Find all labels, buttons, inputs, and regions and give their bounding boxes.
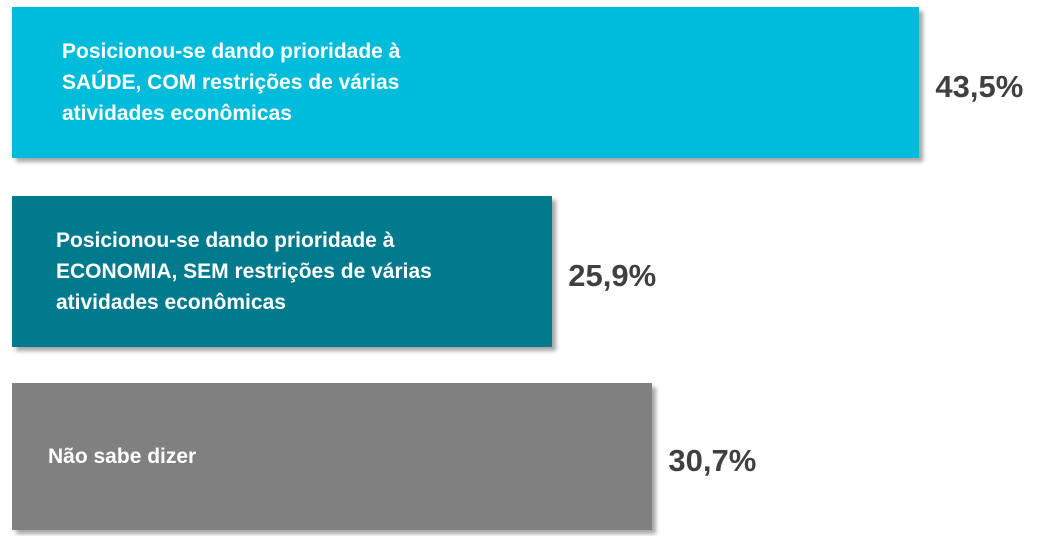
value-label: 43,5% bbox=[935, 68, 1024, 104]
category-label: Posicionou-se dando prioridade à SAÚDE, … bbox=[62, 40, 401, 125]
bar: Não sabe dizer bbox=[12, 383, 653, 530]
category-label: Não sabe dizer bbox=[48, 445, 197, 468]
bar: Posicionou-se dando prioridade à SAÚDE, … bbox=[12, 7, 920, 158]
category-label: Posicionou-se dando prioridade à ECONOMI… bbox=[56, 229, 432, 314]
value-label: 30,7% bbox=[668, 442, 757, 478]
bar: Posicionou-se dando prioridade à ECONOMI… bbox=[12, 196, 553, 347]
value-label: 25,9% bbox=[568, 257, 657, 293]
